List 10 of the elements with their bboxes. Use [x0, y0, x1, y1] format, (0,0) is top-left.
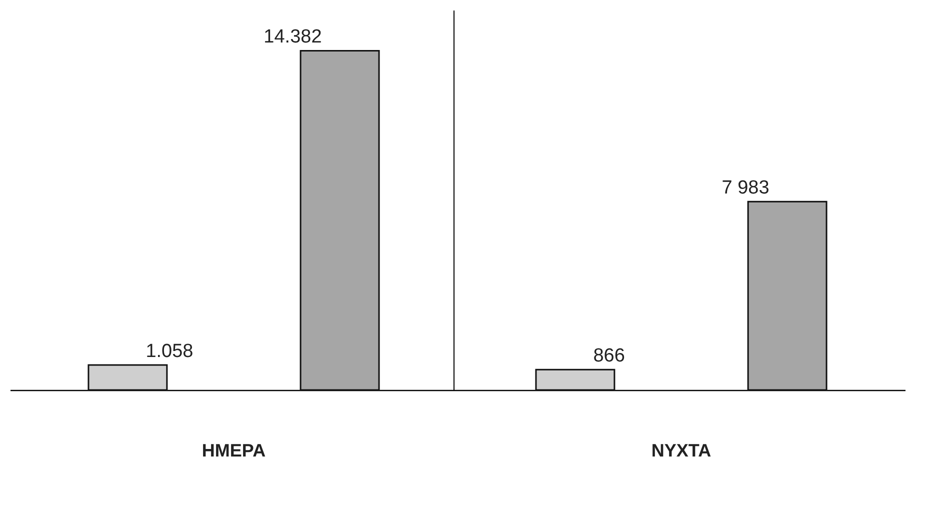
- bar: [300, 50, 380, 391]
- x-tick-label: ΗΜΕΡΑ: [202, 440, 266, 460]
- data-label: 14.382: [264, 26, 322, 48]
- data-label: 7 983: [722, 178, 770, 199]
- data-label: 1.058: [146, 341, 194, 362]
- x-tick-label: ΝΥΧΤΑ: [651, 440, 712, 460]
- bar: [88, 364, 168, 391]
- bar: [535, 368, 616, 391]
- bar: [747, 200, 828, 391]
- data-label: 866: [593, 346, 625, 367]
